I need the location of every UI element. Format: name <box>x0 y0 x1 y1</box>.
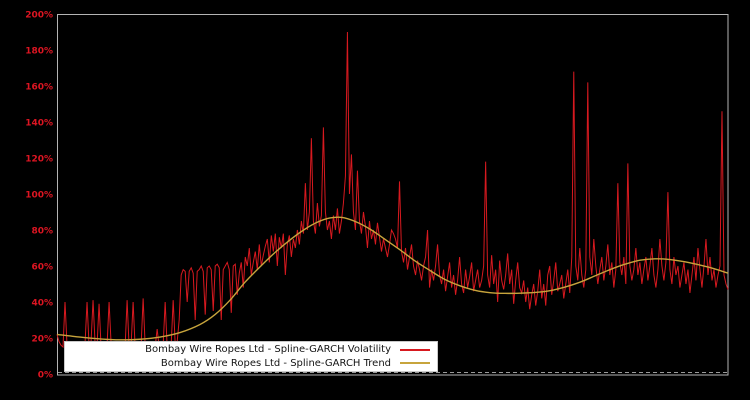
trend-line-sample-icon <box>400 362 430 365</box>
svg-text:0%: 0% <box>38 371 53 381</box>
volatility-line-sample-icon <box>400 348 430 351</box>
svg-text:120%: 120% <box>25 155 53 165</box>
svg-text:200%: 200% <box>25 11 53 21</box>
legend-item-trend: Bombay Wire Ropes Ltd - Spline-GARCH Tre… <box>67 357 430 371</box>
legend-label-volatility: Bombay Wire Ropes Ltd - Spline-GARCH Vol… <box>145 344 391 356</box>
svg-text:60%: 60% <box>31 263 53 273</box>
svg-text:80%: 80% <box>31 227 53 237</box>
chart-legend: Bombay Wire Ropes Ltd - Spline-GARCH Vol… <box>64 341 438 372</box>
y-axis-tick-labels: 0% 20% 40% 60% 80% 100% 120% 140% 160% 180% 200% <box>25 11 53 381</box>
svg-text:20%: 20% <box>31 335 53 345</box>
svg-text:180%: 180% <box>25 47 53 57</box>
volatility-series-line <box>56 31 729 350</box>
svg-text:160%: 160% <box>25 83 53 93</box>
plot-border <box>57 14 729 376</box>
svg-text:40%: 40% <box>31 299 53 309</box>
trend-series-line <box>56 216 729 341</box>
legend-label-trend: Bombay Wire Ropes Ltd - Spline-GARCH Tre… <box>160 357 391 369</box>
svg-text:100%: 100% <box>25 191 53 201</box>
svg-text:140%: 140% <box>25 119 53 129</box>
legend-item-volatility: Bombay Wire Ropes Ltd - Spline-GARCH Vol… <box>67 343 430 357</box>
